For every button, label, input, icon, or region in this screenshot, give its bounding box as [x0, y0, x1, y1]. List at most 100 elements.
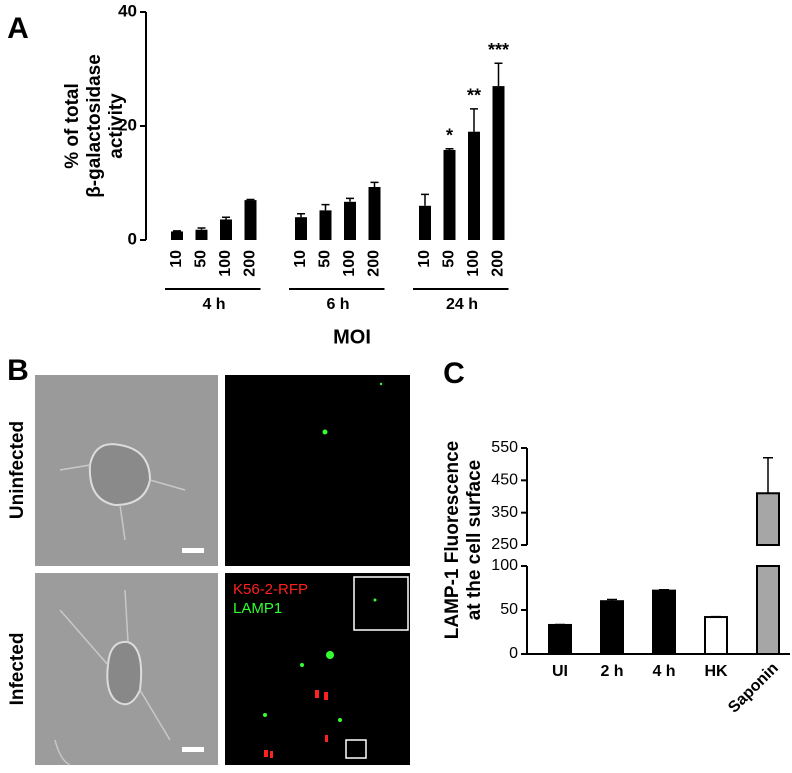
group-label: 6 h — [326, 296, 349, 313]
error-bar — [470, 108, 478, 132]
y-tick-label: 50 — [500, 601, 518, 618]
error-bar — [763, 456, 773, 494]
x-tick-label: 2 h — [600, 663, 623, 680]
panel-letter: B — [7, 354, 29, 387]
fluorescence-image — [225, 573, 410, 765]
error-bar — [321, 203, 330, 211]
error-bar — [445, 148, 454, 150]
bar — [244, 200, 257, 240]
bar — [195, 229, 208, 240]
micrographs — [35, 375, 410, 766]
x-tick-label: 100 — [341, 250, 358, 277]
x-axis-label: MOI — [333, 326, 371, 348]
signal — [322, 429, 328, 435]
y-tick-label: 20 — [118, 115, 137, 134]
group-label: 4 h — [202, 296, 225, 313]
error-bar — [494, 62, 503, 87]
cell — [88, 443, 152, 507]
x-tick-label: UI — [552, 663, 568, 680]
y-tick-label: 100 — [491, 557, 518, 574]
panel-letter: C — [443, 357, 465, 390]
bar — [652, 589, 676, 656]
x-tick-label: 10 — [292, 250, 309, 268]
bacterium — [270, 751, 273, 758]
x-tick-label: 50 — [193, 250, 210, 268]
x-tick-label: 200 — [490, 250, 507, 277]
y-axis-label: at the cell surface — [464, 460, 485, 621]
signal — [300, 663, 304, 667]
x-tick-label: 50 — [317, 250, 334, 268]
bar — [600, 600, 624, 656]
signal — [373, 598, 377, 602]
bar — [756, 565, 780, 655]
x-tick-label: 4 h — [652, 663, 675, 680]
y-axis-label: β-galactosidase — [84, 54, 105, 198]
y-tick-label: 0 — [509, 645, 518, 662]
inset-region — [345, 739, 367, 759]
y-tick-label: 350 — [491, 504, 518, 521]
bar — [443, 149, 456, 240]
significance: *** — [488, 40, 509, 60]
x-tick-label: HK — [704, 663, 728, 680]
x-tick-label: 10 — [416, 250, 433, 268]
row-label: Uninfected — [7, 421, 28, 519]
row-label: Infected — [7, 633, 28, 706]
bar — [468, 131, 480, 240]
error-bar — [173, 230, 181, 232]
bar — [344, 201, 356, 240]
signal — [338, 718, 342, 722]
error-bar — [659, 589, 669, 591]
cell — [106, 640, 143, 706]
x-tick-label: 50 — [441, 250, 458, 268]
error-bar — [346, 197, 354, 202]
significance: * — [446, 126, 453, 146]
signal — [379, 382, 383, 386]
x-tick-label: 200 — [366, 250, 383, 277]
error-bar — [197, 227, 206, 230]
bar — [319, 210, 332, 240]
x-tick-label: Saponin — [725, 660, 782, 717]
bar — [419, 205, 431, 240]
significance: ** — [467, 86, 481, 106]
bacterium — [264, 750, 268, 757]
signal — [263, 713, 267, 717]
bacterium — [325, 735, 328, 742]
x-tick-label: 10 — [168, 250, 185, 268]
y-tick-label: 550 — [491, 439, 518, 456]
error-bar — [421, 193, 429, 206]
bar — [756, 492, 780, 546]
y-tick-label: 0 — [128, 229, 137, 248]
y-axis-label: activity — [106, 93, 127, 159]
legend-text: K56-2-RFP — [233, 581, 308, 598]
y-tick-label: 450 — [491, 472, 518, 489]
bar — [704, 616, 728, 655]
fluorescence-image — [225, 375, 410, 566]
error-bar — [246, 198, 255, 201]
bar — [548, 623, 572, 656]
scale-bar — [182, 747, 204, 752]
error-bar — [370, 181, 379, 187]
y-tick-label: 250 — [491, 536, 518, 553]
y-axis-label: % of total — [62, 83, 83, 169]
bar — [492, 86, 505, 240]
y-tick-label: 40 — [118, 1, 137, 20]
y-axis-label: LAMP-1 Fluorescence — [442, 441, 463, 640]
error-bar — [607, 598, 617, 602]
cell-process — [59, 464, 186, 541]
x-tick-label: 100 — [217, 250, 234, 277]
bar — [295, 217, 307, 240]
bar — [368, 186, 381, 240]
signal — [326, 651, 334, 659]
error-bar — [297, 213, 305, 218]
inset — [353, 576, 409, 631]
panel-letter: A — [7, 12, 29, 45]
bar — [220, 219, 232, 240]
bacterium — [315, 690, 319, 698]
cell-process — [54, 589, 171, 766]
scale-bar — [182, 548, 204, 553]
x-tick-label: 100 — [465, 250, 482, 277]
error-bar — [222, 216, 230, 220]
bacterium — [324, 692, 328, 700]
bar — [171, 231, 183, 240]
